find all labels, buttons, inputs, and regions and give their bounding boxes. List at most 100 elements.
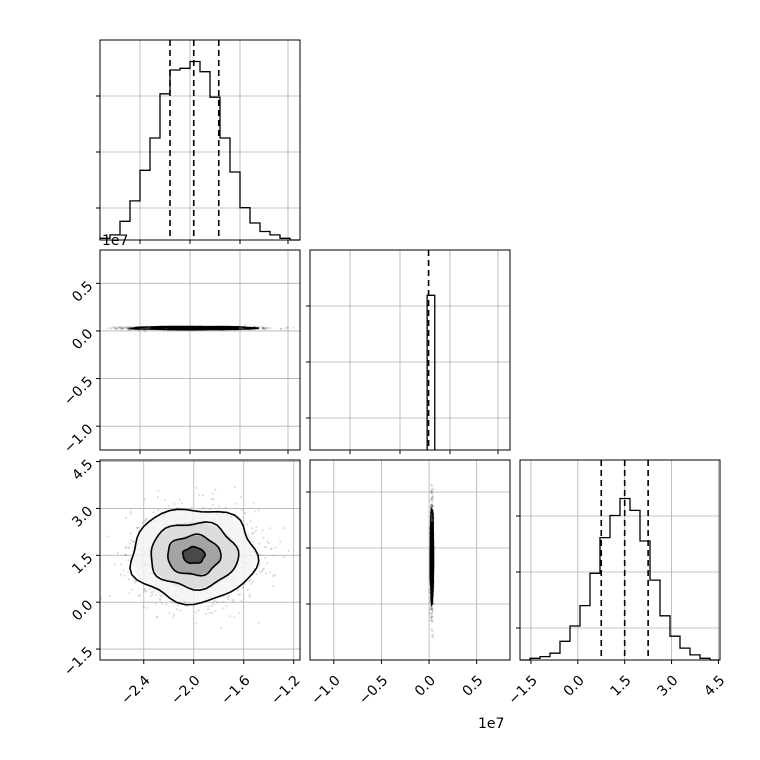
scatter_2_0-point [127, 547, 130, 550]
scatter_2_0-point [212, 498, 215, 501]
hist_1-step [426, 294, 436, 450]
scatter_2_0-point [167, 504, 170, 507]
hist_2-xtick-label: 0.0 [561, 673, 588, 700]
scatter_2_1-point [431, 505, 434, 508]
scatter_2_0-point [127, 578, 130, 581]
scatter_2_0-point [264, 546, 267, 549]
scatter_2_1-point [431, 494, 434, 497]
scatter_2_1-point [430, 490, 433, 493]
scatter_2_0-point [159, 595, 162, 598]
scatter_1_0-point [264, 328, 267, 331]
scatter_2_1-point [430, 490, 433, 493]
scatter_2_1-point [430, 608, 433, 611]
scatter_2_0-point [137, 594, 140, 597]
bottom-offset-label: 1e7 [478, 716, 504, 732]
scatter_2_0-point [230, 515, 233, 518]
scatter_2_0-point [168, 612, 171, 615]
scatter_2_0-point [225, 604, 228, 608]
scatter_2_1-point [431, 608, 434, 611]
scatter_1_0-point [113, 326, 116, 329]
scatter_2_1-point [430, 505, 433, 508]
scatter_2_1-point [429, 616, 432, 619]
scatter_2_0-point [130, 588, 133, 591]
scatter_1_0-point [262, 327, 266, 330]
hist_2-step [520, 497, 720, 661]
scatter_1_0-point [126, 327, 130, 330]
scatter_2_0-point [150, 591, 153, 594]
scatter_2_1-point [429, 503, 433, 506]
scatter_2_0-point [250, 532, 254, 536]
scatter_2_0-point [143, 587, 146, 591]
scatter_1_0-point [127, 327, 130, 330]
scatter_2_0-point [244, 511, 247, 514]
scatter_2_1-point [430, 606, 433, 609]
scatter_1_0-point [109, 327, 112, 330]
scatter_2_1-point [431, 505, 434, 508]
scatter_2_0-point [144, 589, 147, 593]
scatter_2_1-xtick-label: −1.0 [308, 673, 343, 708]
hist_0-step [99, 60, 300, 241]
scatter_1_0-point [119, 327, 122, 330]
scatter_2_0-point [249, 520, 252, 523]
scatter_2_0-point [255, 526, 258, 529]
hist_0-bin-3 [130, 201, 140, 240]
scatter_2_1-point [429, 499, 432, 503]
hist_0-bin-11 [210, 97, 220, 240]
scatter_2_0-point [259, 570, 262, 573]
scatter_2_0-point [124, 553, 127, 556]
scatter_2_0-point [239, 495, 242, 498]
scatter_1_0-point [128, 325, 131, 328]
scatter_1_0-point [92, 329, 94, 331]
scatter_2_0-point [127, 559, 130, 562]
scatter_2_0-point [266, 562, 269, 565]
scatter_2_1-point [430, 503, 433, 506]
scatter_1_0-point [67, 327, 69, 329]
scatter_2_1-point [431, 500, 434, 503]
hist_2-bin-4 [560, 641, 570, 660]
scatter_2_1-point [430, 504, 433, 507]
scatter_2_1-point [429, 612, 432, 615]
scatter_2_0-contour-1 [150, 521, 240, 592]
hist_0-bin-15 [250, 223, 260, 240]
scatter_2_0-point [163, 498, 166, 501]
scatter_2_0-point [263, 556, 267, 560]
grid-layer [100, 40, 720, 660]
scatter_2_0-point [173, 613, 176, 617]
scatter_2_1-point [431, 610, 434, 613]
scatter_2_0-point [216, 601, 219, 604]
scatter_2_0-point [263, 545, 267, 548]
scatter_2_0-point [152, 511, 155, 514]
scatter_2_0-point [226, 597, 230, 601]
scatter_2_0-point [197, 609, 200, 612]
scatter_1_0-point [125, 327, 128, 330]
scatter_2_0-point [237, 593, 240, 597]
scatter_2_0-point [287, 550, 290, 553]
scatter_2_0-point [248, 595, 251, 598]
scatter_2_0-point [155, 615, 158, 618]
scatter_1_0-point [121, 327, 124, 330]
scatter_2_1-point [431, 605, 434, 608]
scatter_1_0-point [127, 328, 130, 331]
scatter_2_1-point [431, 484, 434, 487]
scatter_2_1-point [430, 491, 433, 494]
scatter_2_0-point [132, 578, 135, 581]
scatter_2_0-point [157, 508, 160, 512]
scatter_1_0-point [264, 327, 267, 330]
frame-layer [96, 39, 721, 664]
scatter_2_0-point [119, 563, 123, 566]
hist_2-bin-17 [690, 655, 700, 660]
scatter_2_0-point [135, 526, 138, 530]
scatter_2_0-point [261, 529, 264, 532]
scatter_2_0-point [267, 542, 270, 545]
scatter_2_0-point [142, 605, 145, 608]
hist_0-bin-6 [160, 94, 170, 240]
scatter_2_1-point [431, 607, 434, 610]
scatter_1_0-point [283, 327, 286, 330]
scatter_2_0-point [258, 542, 261, 545]
scatter_1_0-point [262, 327, 265, 330]
scatter_2_0-point [214, 488, 217, 491]
scatter_2_0-point [178, 498, 182, 501]
scatter_2_1-point [429, 607, 433, 611]
scatter_2_0-point [92, 543, 94, 545]
hist_2-xtick-label: 3.0 [654, 673, 681, 700]
